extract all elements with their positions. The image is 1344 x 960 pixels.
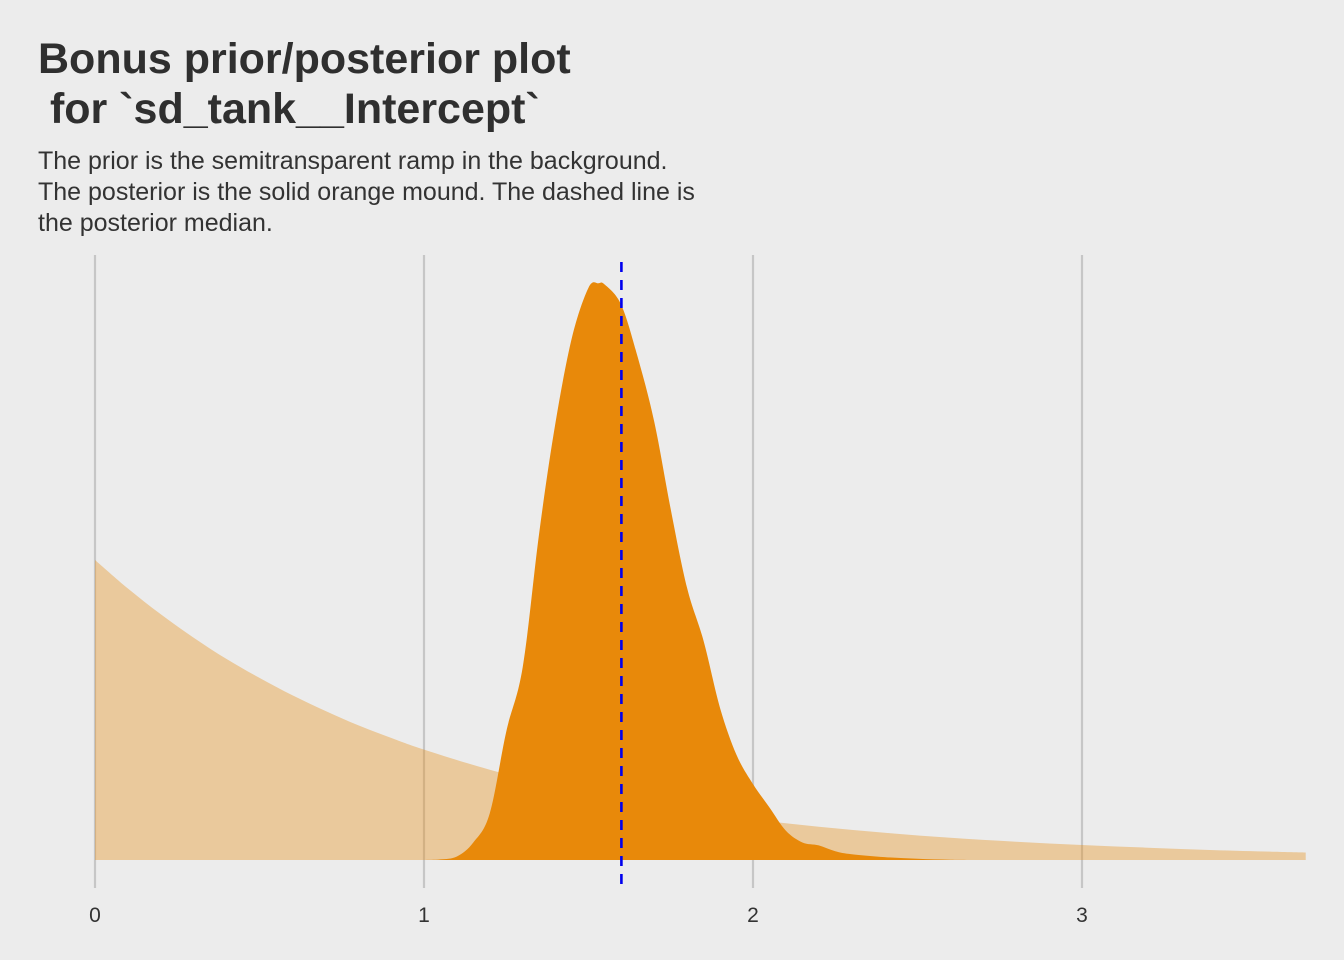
x-axis-ticks: 0 1 2 3: [89, 904, 1088, 927]
grid-lines: [93, 255, 1084, 888]
x-tick-label-0: 0: [89, 904, 101, 927]
chart-title: Bonus prior/posterior plot for `sd_tank_…: [38, 35, 571, 133]
x-tick-label-2: 2: [747, 904, 759, 927]
posterior-density-area: [424, 282, 984, 860]
density-series: [95, 282, 1306, 860]
prior-density-area: [95, 560, 1306, 860]
x-tick-label-1: 1: [418, 904, 430, 927]
chart-subtitle: The prior is the semitransparent ramp in…: [38, 147, 695, 237]
x-tick-label-3: 3: [1076, 904, 1088, 927]
